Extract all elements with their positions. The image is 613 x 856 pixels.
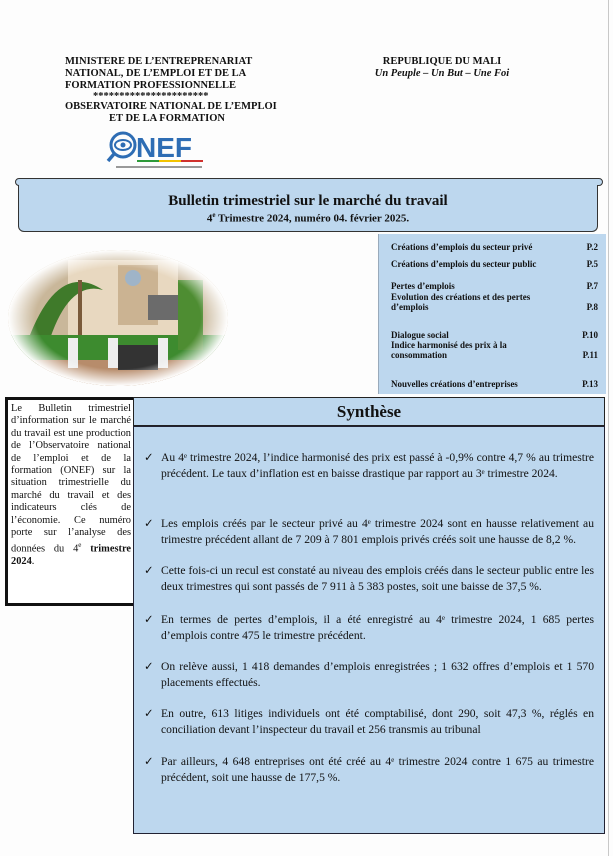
stars-divider: ********************** bbox=[93, 91, 209, 102]
toc-item[interactable]: Pertes d’emplois P.7 bbox=[391, 281, 598, 291]
synthese-bullet: ✓ Au 4ᵉ trimestre 2024, l’indice harmonis… bbox=[144, 451, 594, 480]
eye-magnifier-icon: NEF bbox=[106, 131, 203, 168]
bulletin-title: Bulletin trimestriel sur le marché du tr… bbox=[168, 193, 448, 209]
republic-header: REPUBLIQUE DU MALI Un Peuple – Un But – … bbox=[372, 56, 512, 80]
observatory-line: ET DE LA FORMATION bbox=[109, 113, 226, 124]
ministry-line: NATIONAL, DE L’EMPLOI ET DE LA bbox=[65, 68, 247, 79]
republic-title: REPUBLIQUE DU MALI bbox=[382, 56, 502, 67]
checkmark-icon: ✓ bbox=[144, 755, 154, 768]
ministry-header: MINISTERE DE L’ENTREPRENARIAT NATIONAL, … bbox=[65, 56, 277, 125]
synthese-body: ✓ Au 4ᵉ trimestre 2024, l’indice harmonis… bbox=[133, 426, 605, 834]
synthese-bullet: ✓ En termes de pertes d’emplois, il a été… bbox=[144, 613, 594, 642]
checkmark-icon: ✓ bbox=[144, 613, 154, 626]
synthese-bullet: ✓ Cette fois-ci un recul est constaté au … bbox=[144, 564, 594, 593]
ministry-line: MINISTERE DE L’ENTREPRENARIAT bbox=[65, 56, 253, 67]
toc-item[interactable]: Nouvelles créations d’entreprises P.13 bbox=[391, 379, 598, 389]
synthese-heading: Synthèse bbox=[133, 397, 605, 426]
ministry-line: FORMATION PROFESSIONNELLE bbox=[65, 80, 237, 91]
toc-item[interactable]: Indice harmonisé des prix à la consommat… bbox=[391, 340, 598, 360]
page-border bbox=[608, 0, 609, 856]
toc-item[interactable]: Créations d’emplois du secteur privé P.2 bbox=[391, 242, 598, 252]
checkmark-icon: ✓ bbox=[144, 451, 154, 464]
toc-item[interactable]: Créations d’emplois du secteur public P.5 bbox=[391, 259, 598, 269]
onef-logo: NEF bbox=[106, 130, 210, 174]
toc-item[interactable]: Dialogue social P.10 bbox=[391, 330, 598, 340]
synthese-bullet: ✓ En outre, 613 litiges individuels ont é… bbox=[144, 707, 594, 736]
checkmark-icon: ✓ bbox=[144, 660, 154, 673]
intro-box: Le Bulletin trimestriel d’information su… bbox=[5, 397, 137, 606]
title-banner: Bulletin trimestriel sur le marché du tr… bbox=[15, 178, 603, 232]
synthese-bullet: ✓ On relève aussi, 1 418 demandes d’emplo… bbox=[144, 660, 594, 689]
observatory-line: OBSERVATOIRE NATIONAL DE L’EMPLOI bbox=[65, 101, 277, 112]
onef-building-photo bbox=[8, 250, 228, 386]
bulletin-subtitle: 4e Trimestre 2024, numéro 04. février 20… bbox=[206, 211, 410, 225]
republic-motto: Un Peuple – Un But – Une Foi bbox=[374, 68, 510, 79]
synthese-bullet: ✓ Par ailleurs, 4 648 entreprises ont été… bbox=[144, 755, 594, 784]
table-of-contents: Créations d’emplois du secteur privé P.2 … bbox=[378, 234, 606, 394]
synthese-bullet: ✓ Les emplois créés par le secteur privé … bbox=[144, 517, 594, 546]
toc-item[interactable]: Evolution des créations et des pertes d’… bbox=[391, 292, 598, 312]
checkmark-icon: ✓ bbox=[144, 517, 154, 530]
checkmark-icon: ✓ bbox=[144, 707, 154, 720]
checkmark-icon: ✓ bbox=[144, 564, 154, 577]
svg-text:NEF: NEF bbox=[136, 132, 192, 163]
